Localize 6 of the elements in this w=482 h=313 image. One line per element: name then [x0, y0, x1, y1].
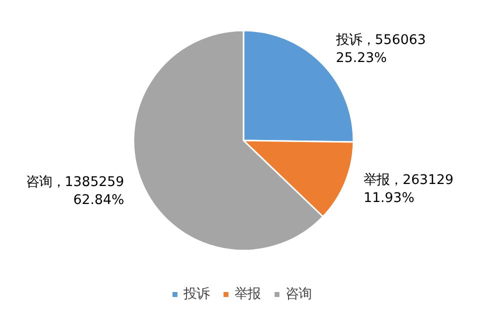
data-label: 咨询，1385259 62.84%: [26, 174, 124, 208]
legend-label: 投诉: [184, 286, 210, 303]
legend-label: 举报: [234, 286, 260, 303]
data-label: 投诉，556063 25.23%: [334, 32, 426, 66]
data-label: 举报，263129 11.93%: [364, 173, 454, 206]
legend-label: 咨询: [286, 286, 312, 303]
